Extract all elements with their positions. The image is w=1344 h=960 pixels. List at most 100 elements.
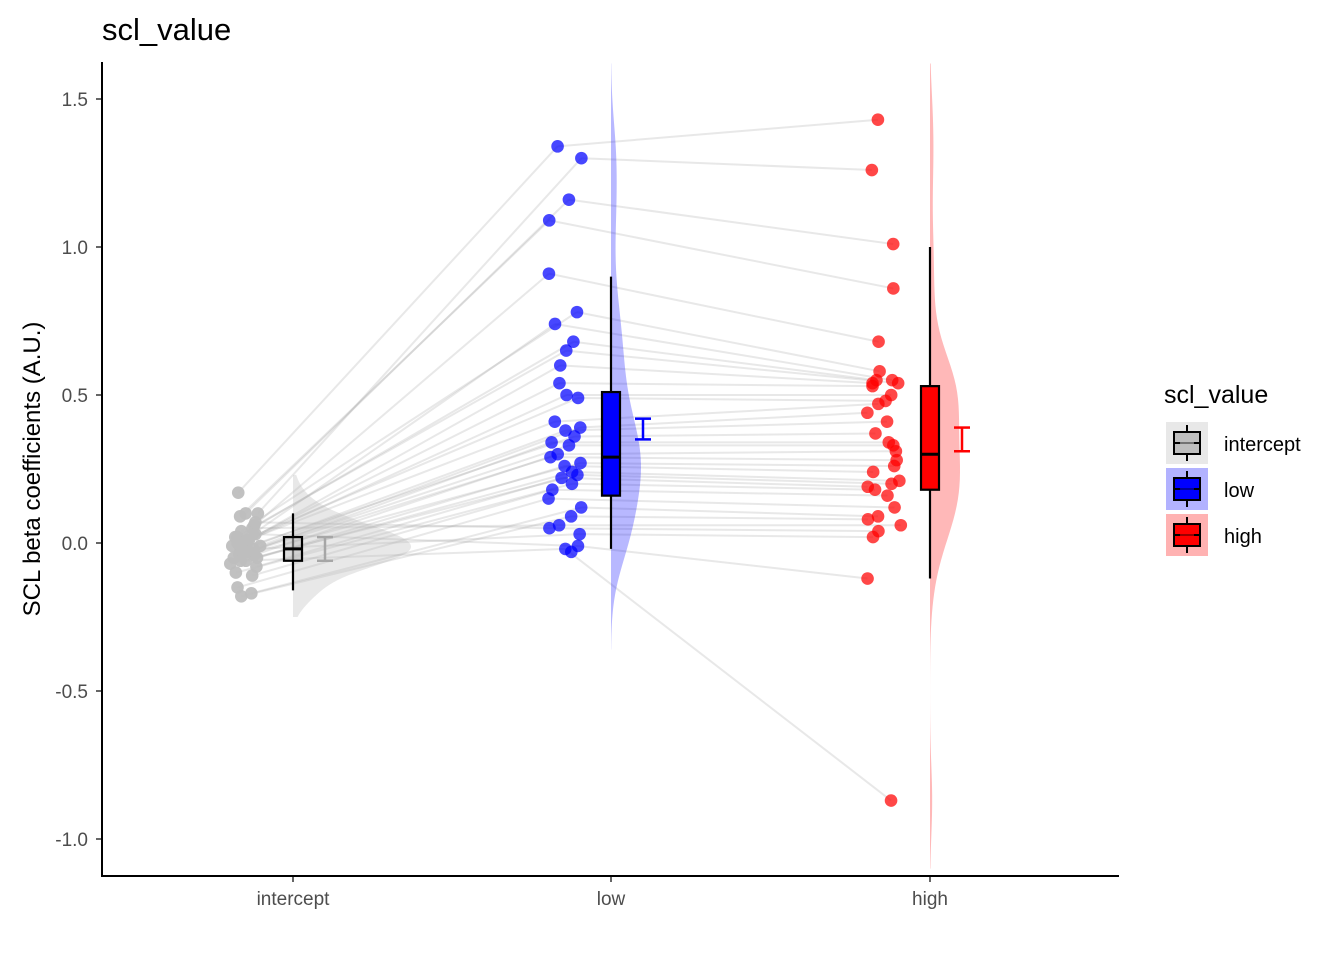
paired-line bbox=[259, 426, 581, 547]
point-intercept bbox=[247, 542, 260, 556]
paired-line bbox=[577, 544, 868, 580]
point-low bbox=[559, 424, 572, 437]
point-low bbox=[552, 518, 566, 532]
paired-line bbox=[234, 349, 567, 538]
paired-line bbox=[255, 533, 579, 547]
paired-line bbox=[237, 145, 559, 494]
point-low bbox=[560, 388, 573, 402]
legend-key-point bbox=[1180, 528, 1194, 542]
paired-line bbox=[248, 364, 561, 541]
paired-line bbox=[577, 473, 892, 485]
point-low bbox=[574, 456, 587, 470]
paired-line bbox=[568, 198, 894, 246]
y-tick-label: 1.0 bbox=[62, 238, 88, 259]
chart-title: scl_value bbox=[102, 12, 231, 47]
box-low bbox=[600, 390, 622, 497]
point-high bbox=[894, 518, 908, 532]
paired-line bbox=[580, 462, 895, 468]
paired-line bbox=[256, 476, 562, 568]
point-high bbox=[861, 406, 874, 420]
point-low bbox=[574, 501, 588, 514]
y-axis-title: SCL beta coefficients (A.U.) bbox=[19, 322, 46, 617]
point-low bbox=[565, 477, 579, 491]
point-intercept bbox=[245, 587, 258, 600]
point-intercept bbox=[249, 515, 262, 529]
paired-line bbox=[252, 524, 560, 530]
point-low bbox=[573, 527, 586, 541]
point-low bbox=[564, 545, 578, 559]
paired-line bbox=[254, 453, 558, 556]
paired-line bbox=[231, 420, 556, 547]
point-high bbox=[871, 113, 885, 127]
paired-line bbox=[256, 465, 565, 559]
legend-item-low: low bbox=[1166, 468, 1255, 510]
paired-line bbox=[571, 482, 876, 491]
point-low bbox=[542, 214, 556, 227]
paired-line bbox=[548, 272, 879, 343]
point-low bbox=[553, 376, 566, 390]
legend-label: low bbox=[1224, 480, 1255, 502]
point-high bbox=[869, 427, 882, 440]
point-low bbox=[575, 151, 588, 165]
paired-line bbox=[560, 364, 873, 385]
paired-line bbox=[574, 432, 876, 438]
point-intercept bbox=[231, 486, 245, 499]
density-low bbox=[611, 63, 641, 650]
point-low bbox=[559, 344, 573, 357]
paired-line bbox=[236, 340, 574, 538]
paired-line bbox=[242, 394, 567, 544]
paired-line bbox=[239, 219, 550, 518]
paired-line bbox=[255, 521, 550, 530]
legend-key-point bbox=[1180, 436, 1194, 450]
paired-line bbox=[548, 497, 895, 509]
paired-line bbox=[580, 411, 868, 429]
paired-line bbox=[573, 340, 877, 382]
point-low bbox=[542, 267, 556, 280]
y-tick-label: 0.5 bbox=[62, 386, 88, 407]
legend-label: intercept bbox=[1224, 434, 1301, 456]
point-intercept bbox=[234, 554, 247, 568]
paired-line bbox=[249, 441, 552, 553]
point-high bbox=[888, 501, 901, 514]
point-intercept bbox=[233, 510, 247, 523]
point-intercept bbox=[229, 566, 243, 579]
point-high bbox=[866, 530, 880, 544]
point-low bbox=[548, 415, 562, 428]
point-low bbox=[544, 450, 557, 464]
point-high bbox=[865, 163, 879, 177]
point-high bbox=[871, 510, 885, 523]
paired-line bbox=[579, 533, 874, 539]
paired-line bbox=[244, 198, 570, 515]
paired-line bbox=[566, 349, 899, 385]
point-intercept bbox=[235, 589, 248, 603]
legend-title: scl_value bbox=[1164, 381, 1268, 409]
point-low bbox=[564, 510, 578, 523]
paired-line bbox=[559, 382, 873, 388]
point-high bbox=[868, 483, 882, 497]
point-high bbox=[861, 572, 874, 585]
paired-line bbox=[554, 322, 893, 382]
density-high bbox=[930, 63, 960, 869]
point-high bbox=[886, 237, 900, 251]
point-high bbox=[884, 794, 898, 807]
point-low bbox=[551, 140, 564, 153]
x-tick-label: intercept bbox=[257, 889, 331, 910]
point-low bbox=[543, 521, 556, 535]
plot-area: 1.5 1.0 0.5 0.0 -0.5 -1.0 intercept low high bbox=[55, 63, 970, 910]
paired-line bbox=[581, 506, 879, 518]
point-low bbox=[548, 317, 562, 331]
point-low bbox=[571, 391, 585, 405]
y-tick-label: 1.5 bbox=[62, 90, 88, 111]
paired-line bbox=[246, 382, 560, 541]
point-low bbox=[542, 492, 555, 505]
y-tick-label: 0.0 bbox=[62, 534, 88, 555]
point-high bbox=[887, 282, 900, 295]
paired-line bbox=[564, 548, 892, 802]
paired-line bbox=[557, 118, 878, 148]
point-high bbox=[887, 459, 901, 473]
point-high bbox=[891, 376, 905, 390]
legend-label: high bbox=[1224, 526, 1262, 548]
point-high bbox=[885, 477, 898, 491]
point-low bbox=[562, 439, 576, 452]
